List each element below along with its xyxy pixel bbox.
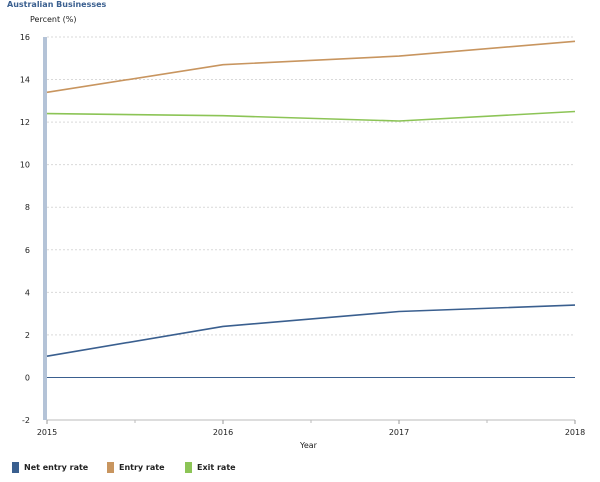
legend-swatch-entry-rate [107,462,114,473]
y-tick-label: 12 [20,118,30,127]
series-lines [46,40,576,357]
y-tick-label: 0 [25,373,30,382]
legend-label: Net entry rate [24,463,89,472]
y-tick-label: 14 [20,76,30,85]
legend-item-entry-rate: Entry rate [107,462,165,473]
y-tick-label: 16 [20,33,30,42]
y-tick-label: 4 [25,288,30,297]
x-axis-label: Year [300,441,317,450]
legend-item-exit-rate: Exit rate [185,462,236,473]
y-tick-label: 2 [25,331,30,340]
grid-lines [47,36,575,421]
legend-label: Entry rate [119,463,165,472]
axes: -2 0 2 4 6 8 10 12 14 16 2015 2016 2017 2018 [20,33,585,437]
x-tick-label: 2015 [37,428,57,437]
series-line-entry-rate [46,40,576,94]
series-line-net-entry-rate [46,304,576,357]
y-axis-band [43,37,47,420]
y-axis-label: Percent (%) [30,15,77,24]
legend-swatch-net-entry-rate [12,462,19,473]
y-tick-label: 8 [25,203,30,212]
x-tick-label: 2018 [565,428,585,437]
legend-label: Exit rate [197,463,236,472]
chart-title: Australian Businesses [7,0,107,9]
legend-item-net-entry-rate: Net entry rate [12,462,88,473]
x-tick-label: 2017 [389,428,409,437]
legend-swatch-exit-rate [185,462,192,473]
series-line-exit-rate [46,110,576,122]
y-tick-label: -2 [22,416,30,425]
y-tick-label: 6 [25,246,30,255]
x-tick-label: 2016 [213,428,233,437]
y-tick-label: 10 [20,161,30,170]
